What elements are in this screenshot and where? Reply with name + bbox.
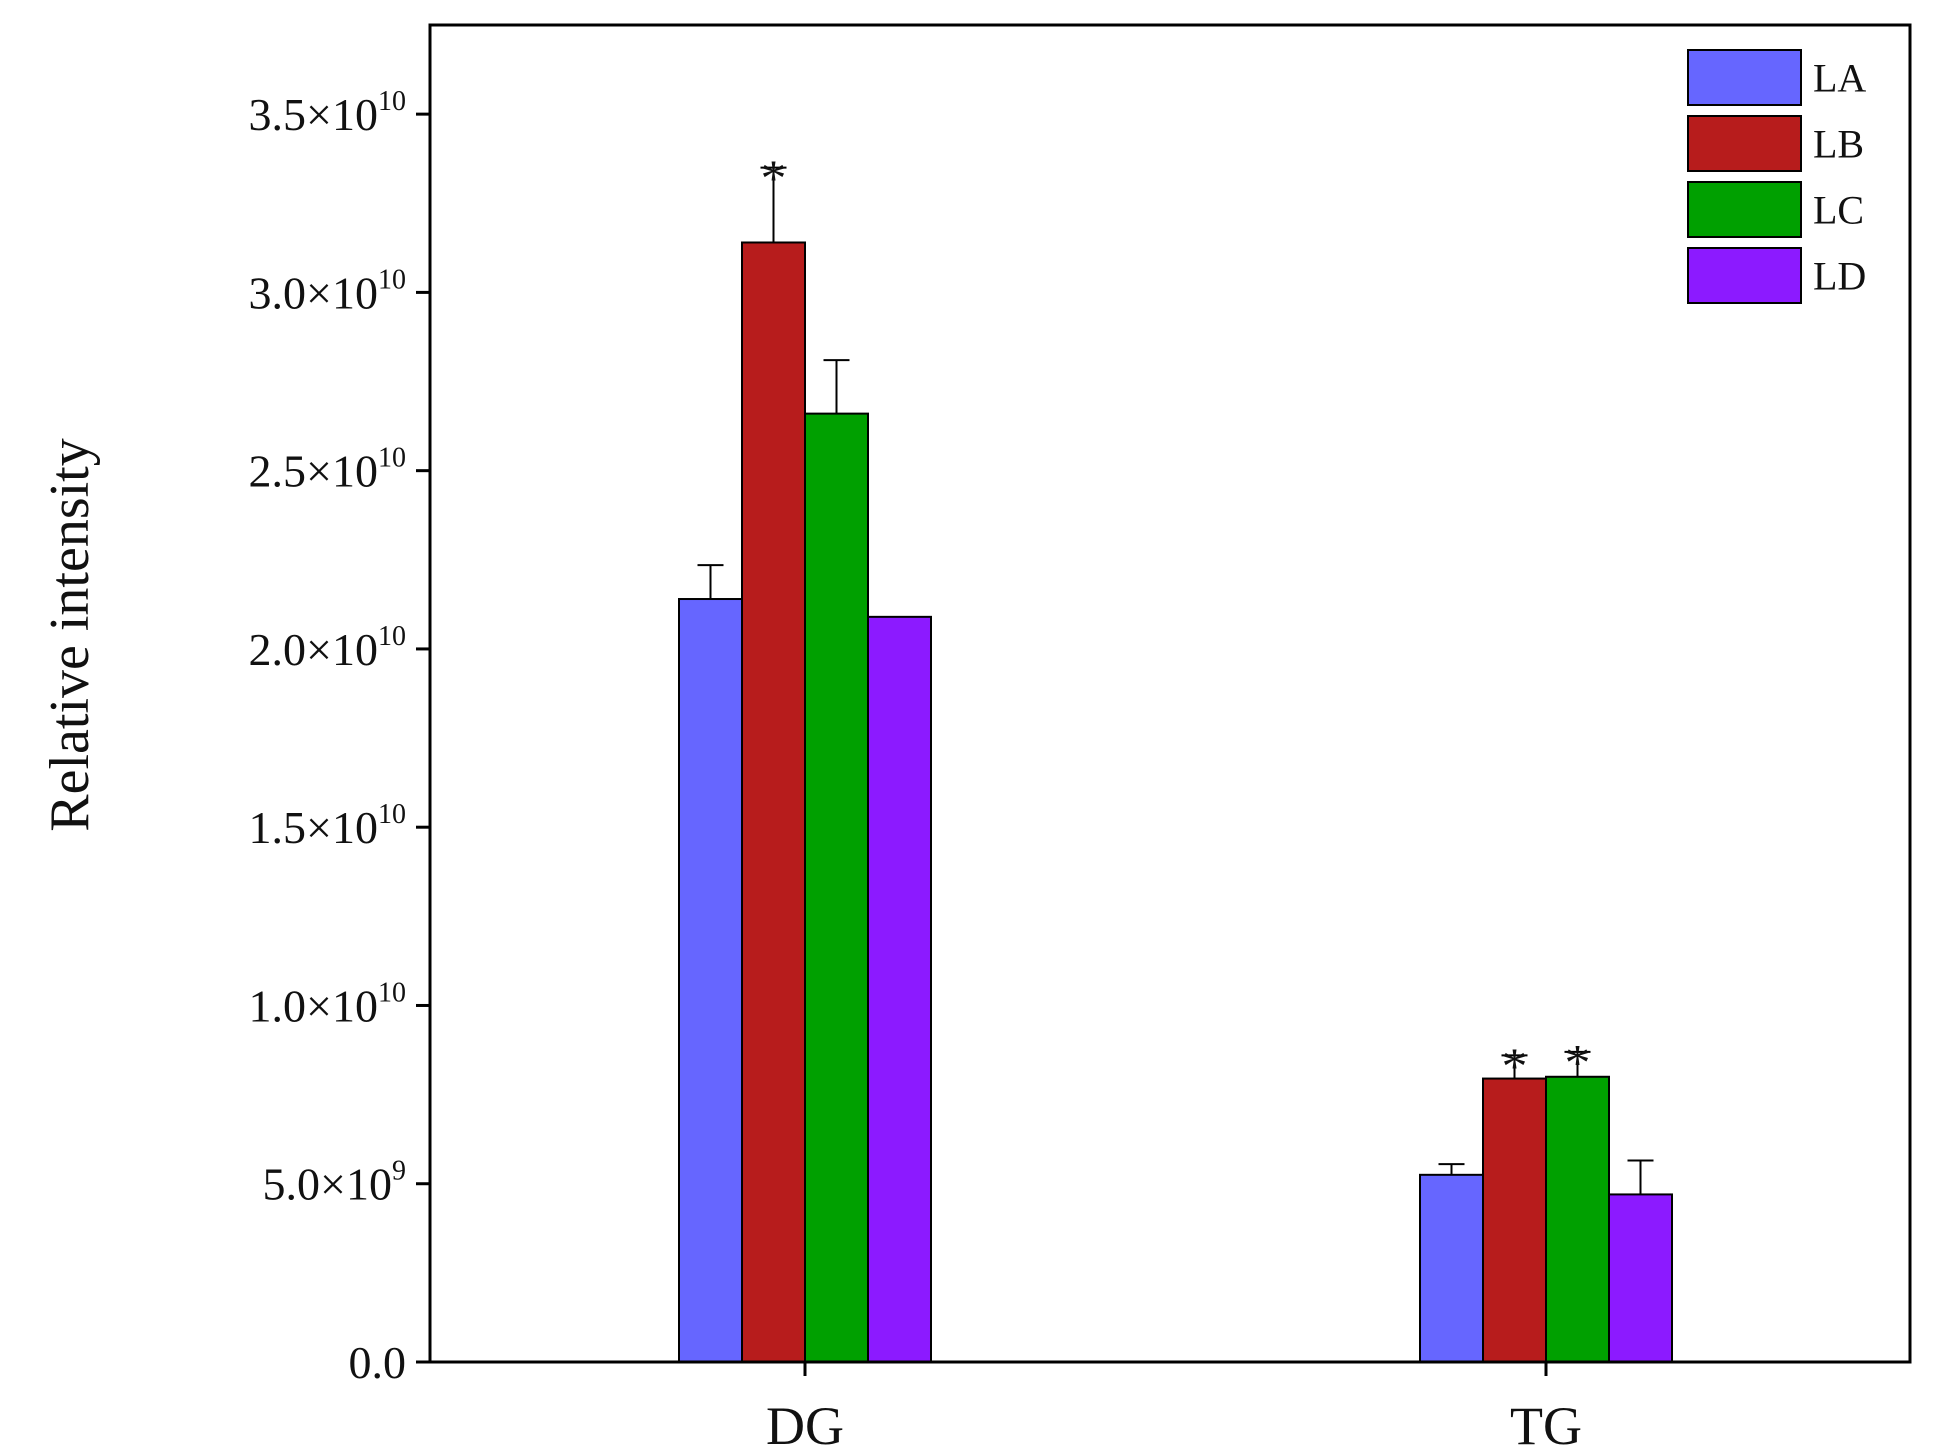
y-tick-label: 2.5×1010	[249, 443, 406, 497]
legend-label-LB: LB	[1813, 122, 1864, 167]
legend-swatch-LD	[1687, 247, 1802, 304]
significance-marker-LB-DG: *	[761, 151, 787, 208]
x-tick-label-DG: DG	[766, 1396, 844, 1455]
plot-area: * * *	[678, 151, 1673, 1364]
y-tick-label: 1.0×1010	[249, 977, 406, 1031]
plot-frame	[428, 23, 1912, 1364]
legend-label-LC: LC	[1813, 188, 1864, 233]
axes: 0.0 5.0×109 1.0×1010 1.5×1010 2.0×1010 2.5×10…	[249, 23, 1912, 1455]
legend-swatch-LC	[1687, 181, 1802, 238]
y-tick-label: 3.0×1010	[249, 264, 406, 318]
bar-LC-DG	[804, 412, 869, 1363]
y-tick-label: 3.5×1010	[249, 86, 406, 140]
legend-label-LA: LA	[1813, 56, 1866, 101]
legend: LA LB LC LD	[1687, 49, 1866, 304]
bar-LB-DG	[741, 241, 806, 1363]
legend-swatch-LA	[1687, 49, 1802, 106]
bar-LB-TG	[1482, 1077, 1547, 1364]
y-tick-label: 2.0×1010	[249, 621, 406, 675]
bar-LD-DG	[867, 615, 932, 1363]
significance-marker-LC-TG: *	[1565, 1035, 1591, 1092]
y-tick-label: 5.0×109	[263, 1156, 406, 1210]
legend-label-LD: LD	[1813, 254, 1866, 299]
y-axis-label: Relative intensity	[39, 438, 101, 831]
y-tick-label: 0.0	[349, 1337, 407, 1388]
legend-swatch-LB	[1687, 115, 1802, 172]
bar-LA-TG	[1419, 1173, 1484, 1363]
bar-LD-TG	[1608, 1193, 1673, 1363]
significance-marker-LB-TG: *	[1502, 1038, 1528, 1095]
bar-LC-TG	[1545, 1075, 1610, 1363]
bar-LA-DG	[678, 598, 743, 1363]
x-tick-label-TG: TG	[1510, 1396, 1582, 1455]
y-tick-label: 1.5×1010	[249, 799, 406, 853]
